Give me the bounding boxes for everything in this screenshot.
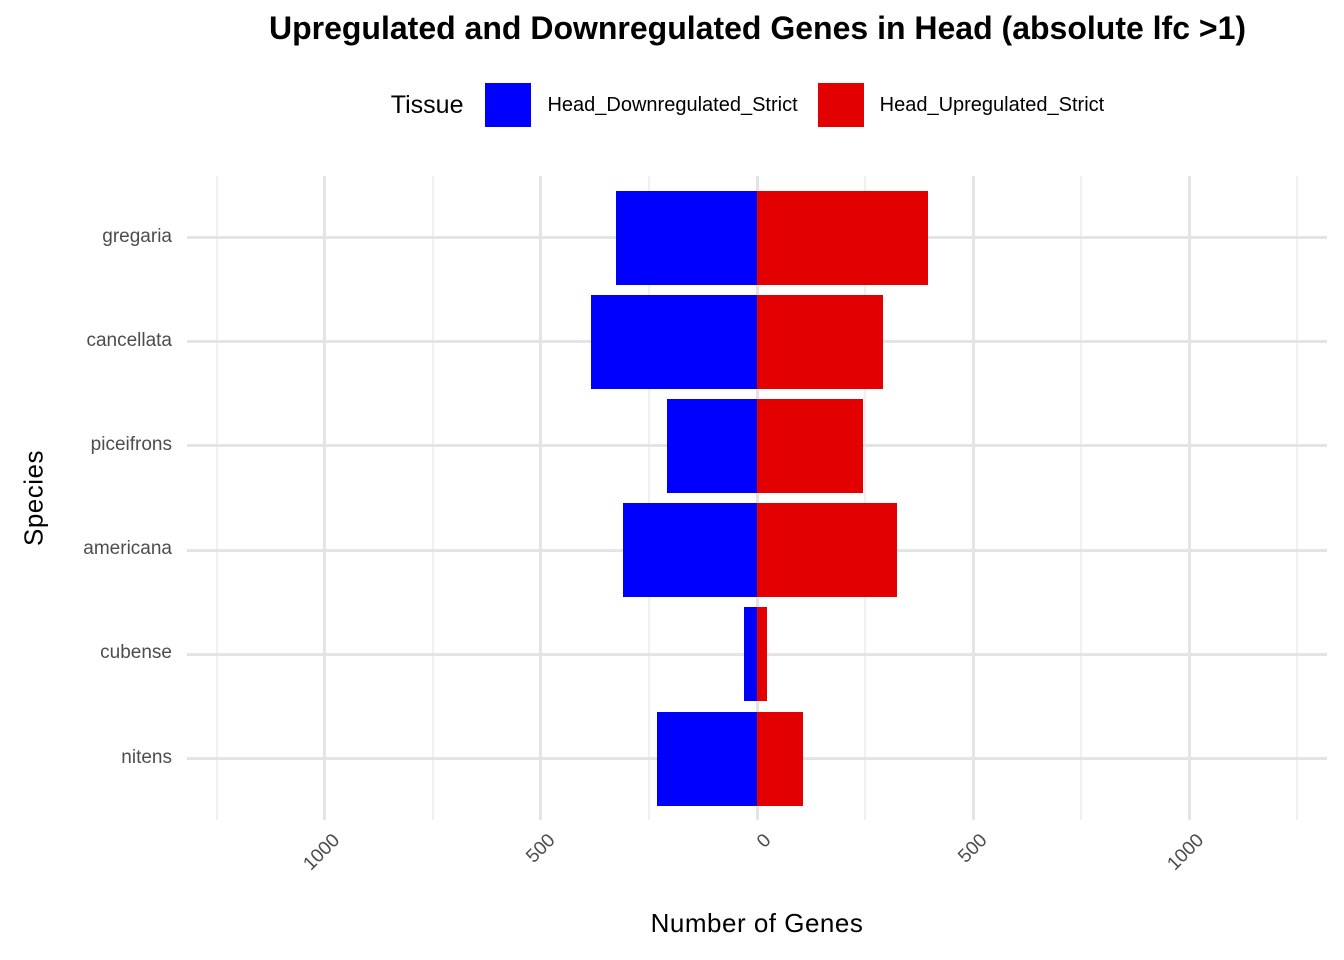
y-axis-label-cancellata: cancellata — [86, 329, 172, 351]
legend-item-downregulated: Head_Downregulated_Strict — [485, 83, 798, 127]
gridline-major — [323, 176, 327, 820]
y-axis-label-americana: americana — [83, 538, 172, 560]
bar-gregaria-upregulated — [757, 190, 929, 285]
x-axis-tick-label: 500 — [522, 830, 560, 868]
gridline-major — [539, 176, 543, 820]
x-axis-tick-label: 0 — [753, 830, 776, 853]
bar-americana-upregulated — [757, 503, 897, 598]
gridline-minor — [864, 176, 867, 820]
x-axis-title: Number of Genes — [650, 908, 864, 938]
y-axis-label-piceifrons: piceifrons — [90, 433, 172, 455]
gridline-minor — [215, 176, 218, 820]
y-axis-label-nitens: nitens — [121, 746, 172, 768]
plot-panel — [187, 176, 1327, 820]
gridline-major — [755, 176, 759, 820]
x-axis-tick-label: 500 — [954, 830, 992, 868]
legend-item-upregulated: Head_Upregulated_Strict — [817, 83, 1105, 127]
legend-label-downregulated: Head_Downregulated_Strict — [547, 93, 798, 116]
upregulated-swatch-icon — [817, 83, 864, 127]
x-axis-tick-label: 1000 — [298, 830, 344, 875]
bar-cubense-downregulated — [744, 607, 757, 702]
gridline-minor — [647, 176, 650, 820]
x-axis-tick-label: 1000 — [1163, 830, 1208, 875]
y-axis-label-cubense: cubense — [100, 642, 172, 664]
gridline-minor — [1080, 176, 1083, 820]
bar-gregaria-downregulated — [615, 190, 757, 285]
bar-nitens-downregulated — [657, 711, 757, 806]
bar-nitens-upregulated — [757, 711, 804, 806]
gridline-major — [1187, 176, 1191, 820]
legend-label-upregulated: Head_Upregulated_Strict — [879, 93, 1105, 116]
legend: Tissue Head_Downregulated_Strict Head_Up… — [185, 80, 1330, 130]
bar-piceifrons-downregulated — [666, 398, 757, 493]
legend-title: Tissue — [390, 90, 464, 119]
y-axis-label-gregaria: gregaria — [102, 225, 172, 247]
gridline-minor — [1296, 176, 1299, 820]
bar-cancellata-upregulated — [757, 294, 883, 389]
bar-cubense-upregulated — [757, 607, 768, 702]
bar-americana-downregulated — [622, 503, 757, 598]
y-axis-title: Species — [18, 450, 49, 546]
bar-piceifrons-upregulated — [757, 398, 864, 493]
gridline-minor — [431, 176, 434, 820]
downregulated-swatch-icon — [485, 83, 532, 127]
bar-cancellata-downregulated — [590, 294, 757, 389]
chart-title: Upregulated and Downregulated Genes in H… — [268, 10, 1247, 46]
gridline-major — [971, 176, 975, 820]
